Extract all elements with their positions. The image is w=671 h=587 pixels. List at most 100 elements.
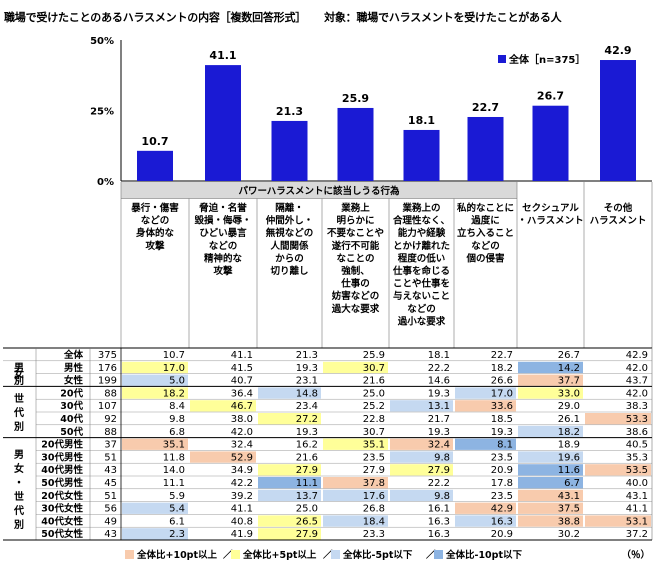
bar: [205, 65, 241, 181]
row-n: 51: [104, 491, 117, 502]
table-cell-value: 18.9: [558, 440, 580, 451]
table-cell-value: 41.1: [626, 504, 648, 515]
table-cell-value: 9.8: [169, 414, 185, 425]
table-cell-value: 23.3: [363, 529, 385, 540]
table-cell-highlight: [122, 438, 188, 450]
table-cell-value: 30.7: [363, 427, 385, 438]
table-cell-value: 13.7: [296, 491, 318, 502]
table-cell-highlight: [122, 502, 188, 514]
row-label: 30代男性: [41, 451, 83, 463]
highlight-legend-label: 全体比-5pt以下: [342, 549, 413, 561]
bar: [337, 107, 374, 181]
table-cell-value: 30.2: [558, 529, 580, 540]
table-cell-value: 53.3: [626, 414, 648, 425]
legend-separator: ／: [223, 549, 233, 561]
table-cell-value: 22.8: [363, 414, 385, 425]
table-cell-value: 11.1: [296, 478, 318, 489]
highlight-legend-swatch: [331, 550, 340, 559]
legend-swatch: [498, 55, 506, 63]
row-label: 40代女性: [41, 515, 83, 527]
table-cell-value: 11.8: [163, 452, 185, 463]
row-label: 20代男性: [41, 439, 83, 451]
legend-separator: ／: [426, 549, 436, 561]
table-cell-value: 16.3: [428, 529, 450, 540]
table-cell-value: 21.6: [296, 452, 318, 463]
table-cell-highlight: [122, 374, 188, 386]
table-cell-value: 42.9: [491, 504, 513, 515]
table-cell-highlight: [585, 413, 651, 425]
table-cell-value: 34.9: [231, 465, 253, 476]
bar-value-label: 42.9: [604, 44, 631, 57]
table-cell-value: 43.1: [626, 491, 648, 502]
table-cell-value: 10.7: [163, 350, 185, 361]
category-label: 業務上の合理性なく、能力や経験とかけ離れた程度の低い仕事を命じることや仕事を与え…: [392, 202, 450, 327]
table-cell-value: 21.6: [363, 376, 385, 387]
table-cell-value: 38.3: [626, 401, 648, 412]
table-cell-highlight: [518, 361, 583, 374]
table-cell-value: 14.0: [163, 465, 185, 476]
highlight-legend-label: 全体比+5pt以上: [242, 549, 317, 561]
row-label: 男性: [64, 362, 84, 374]
table-cell-highlight: [455, 502, 516, 514]
unit-label: （％）: [621, 549, 650, 561]
table-cell-value: 40.7: [231, 376, 253, 387]
row-n: 92: [104, 414, 117, 425]
table-cell-highlight: [455, 387, 516, 399]
table-cell-value: 20.9: [491, 465, 513, 476]
table-cell-value: 32.4: [231, 440, 253, 451]
row-label: 30代: [60, 400, 83, 412]
row-n: 37: [104, 440, 117, 451]
table-cell-value: 5.9: [169, 491, 185, 502]
table-cell-value: 23.5: [491, 491, 513, 502]
table-cell-value: 26.6: [491, 376, 513, 387]
bar-value-label: 41.1: [209, 49, 236, 62]
table-cell-value: 21.3: [296, 350, 318, 361]
table-cell-value: 23.5: [491, 452, 513, 463]
table-cell-value: 8.1: [497, 440, 513, 451]
table-cell-highlight: [258, 413, 321, 425]
table-cell-value: 5.4: [169, 504, 185, 515]
table-cell-value: 6.8: [169, 427, 185, 438]
table-cell-value: 9.8: [434, 491, 450, 502]
row-n: 49: [104, 516, 117, 527]
row-label: 50代: [60, 426, 83, 438]
row-n: 375: [98, 350, 117, 361]
table-cell-value: 40.8: [231, 516, 253, 527]
highlight-legend-label: 全体比+10pt以上: [136, 549, 218, 561]
row-n: 176: [98, 363, 117, 374]
group-label: 世代別: [13, 392, 24, 433]
table-cell-value: 38.8: [558, 516, 580, 527]
highlight-legend-swatch: [434, 550, 443, 559]
table-cell-value: 2.3: [169, 529, 185, 540]
row-label: 30代女性: [41, 503, 83, 515]
table-cell-highlight: [258, 515, 321, 527]
row-label: 40代男性: [41, 464, 83, 476]
table-cell-highlight: [122, 387, 188, 399]
table-cell-value: 22.2: [428, 363, 450, 374]
table-cell-highlight: [323, 515, 388, 527]
table-cell-value: 16.3: [491, 516, 513, 527]
table-cell-highlight: [323, 489, 388, 502]
chart-title: 職場で受けたことのあるハラスメントの内容［複数回答形式］ 対象：職場でハラスメント…: [4, 11, 562, 24]
table-cell-value: 42.9: [626, 350, 648, 361]
table-cell-value: 26.8: [363, 504, 385, 515]
table-cell-highlight: [390, 489, 453, 502]
bar-value-label: 22.7: [472, 101, 499, 114]
table-cell-value: 25.2: [363, 401, 385, 412]
table-cell-value: 6.7: [564, 478, 580, 489]
table-cell-value: 39.2: [231, 491, 253, 502]
table-cell-highlight: [390, 451, 453, 463]
legend-separator: ／: [323, 549, 333, 561]
row-label: 女性: [64, 375, 84, 387]
table-cell-highlight: [390, 400, 453, 412]
table-cell-value: 19.3: [491, 427, 513, 438]
table-cell-highlight: [258, 528, 321, 540]
table-cell-value: 32.4: [428, 440, 450, 451]
table-cell-value: 37.2: [626, 529, 648, 540]
table-cell-value: 25.9: [363, 350, 385, 361]
table-cell-value: 18.2: [558, 427, 580, 438]
table-cell-value: 41.1: [231, 504, 253, 515]
table-cell-highlight: [190, 451, 256, 463]
category-label: セクシュアル・ハラスメント: [517, 203, 583, 227]
highlight-legend-swatch: [231, 550, 240, 559]
